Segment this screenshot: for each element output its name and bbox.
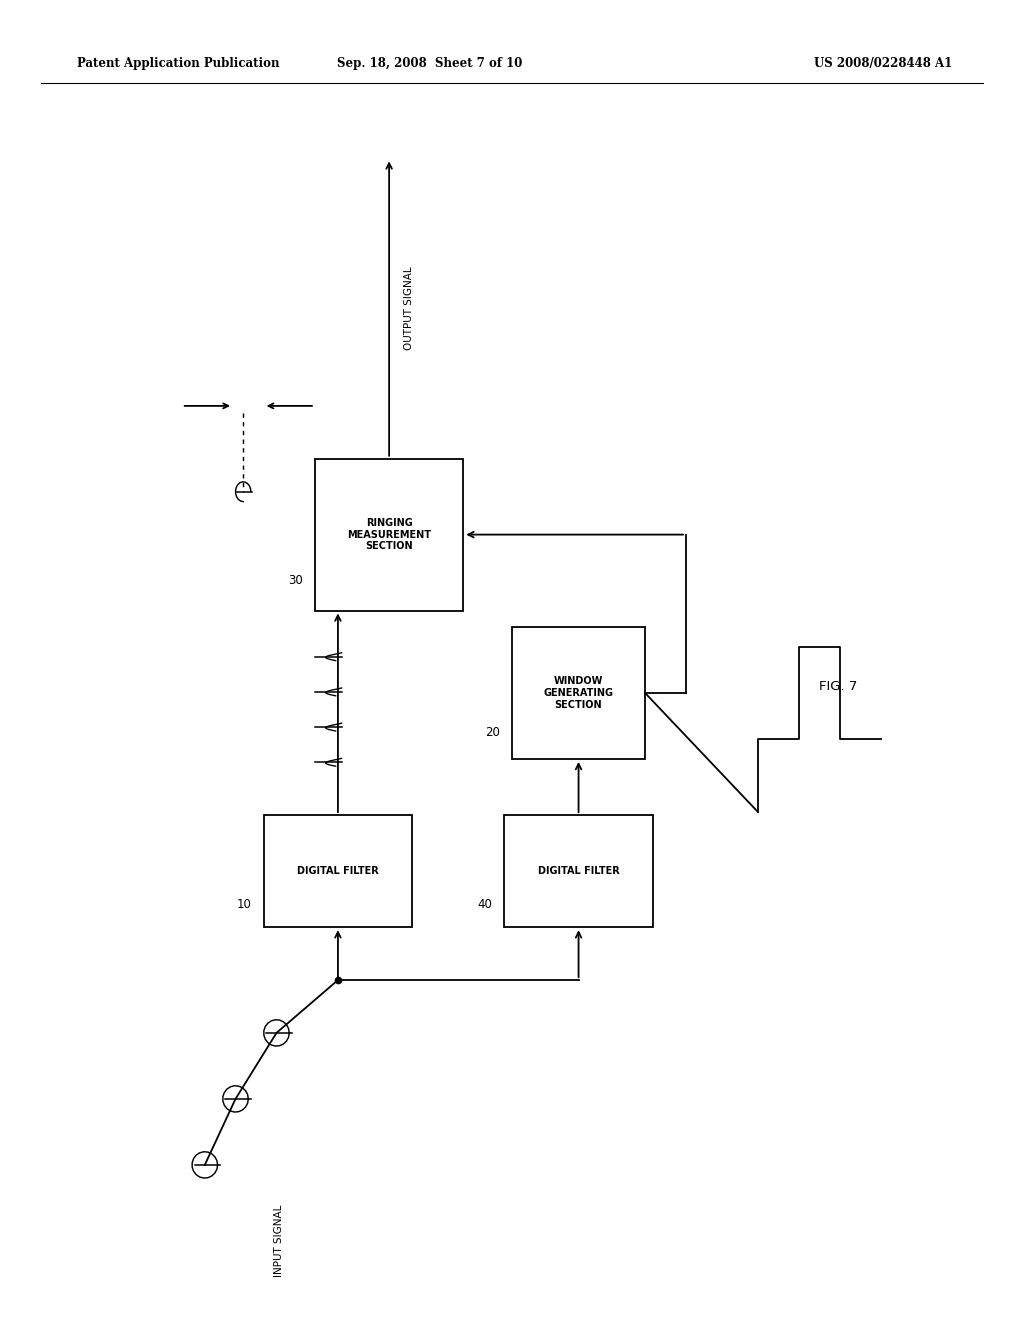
Text: RINGING
MEASUREMENT
SECTION: RINGING MEASUREMENT SECTION [347,517,431,552]
Text: 40: 40 [477,899,492,911]
Bar [504,814,653,927]
Bar [264,814,412,927]
Text: Sep. 18, 2008  Sheet 7 of 10: Sep. 18, 2008 Sheet 7 of 10 [337,57,523,70]
Bar [512,627,645,759]
Bar [315,459,463,610]
Text: INPUT SIGNAL: INPUT SIGNAL [274,1204,285,1276]
Text: WINDOW
GENERATING
SECTION: WINDOW GENERATING SECTION [544,676,613,710]
Text: DIGITAL FILTER: DIGITAL FILTER [297,866,379,876]
Text: FIG. 7: FIG. 7 [819,680,857,693]
Text: 10: 10 [237,899,252,911]
Text: 20: 20 [484,726,500,739]
Text: 30: 30 [288,574,303,586]
Text: Patent Application Publication: Patent Application Publication [77,57,280,70]
Text: OUTPUT SIGNAL: OUTPUT SIGNAL [404,267,415,350]
Text: DIGITAL FILTER: DIGITAL FILTER [538,866,620,876]
Text: US 2008/0228448 A1: US 2008/0228448 A1 [814,57,952,70]
